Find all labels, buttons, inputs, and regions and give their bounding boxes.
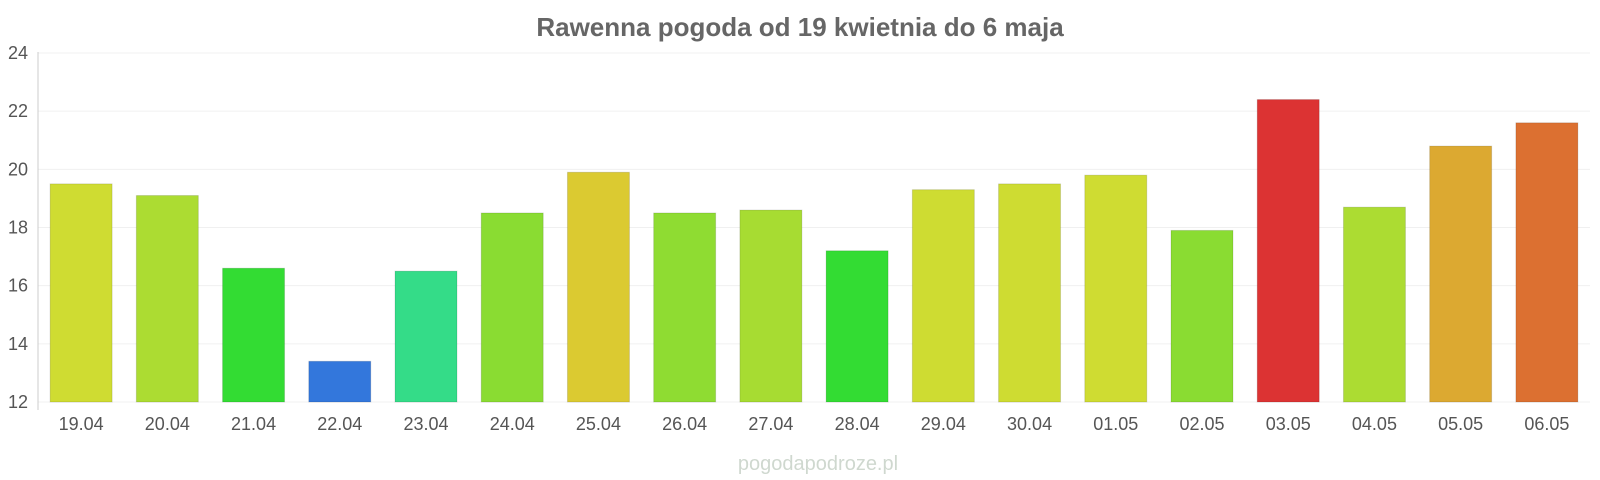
bar-03.05 <box>1256 99 1320 403</box>
x-tick-label: 06.05 <box>1524 414 1569 434</box>
bar-01.05 <box>1084 174 1148 403</box>
x-tick-label: 24.04 <box>490 414 535 434</box>
bar-24.04 <box>480 212 544 403</box>
bar-02.05 <box>1170 229 1234 403</box>
x-tick-label: 01.05 <box>1093 414 1138 434</box>
x-tick-label: 02.05 <box>1179 414 1224 434</box>
y-tick-label: 24 <box>8 43 28 63</box>
x-tick-label: 30.04 <box>1007 414 1052 434</box>
x-tick-label: 20.04 <box>145 414 190 434</box>
x-tick-label: 21.04 <box>231 414 276 434</box>
grid-lines <box>38 52 1590 403</box>
bar-29.04 <box>911 189 975 403</box>
x-tick-label: 23.04 <box>403 414 448 434</box>
bar-28.04 <box>825 250 889 403</box>
bar-20.04 <box>135 195 199 403</box>
bar-25.04 <box>566 171 630 403</box>
chart-title: Rawenna pogoda od 19 kwietnia do 6 maja <box>536 12 1064 42</box>
bar-04.05 <box>1342 206 1406 403</box>
x-tick-label: 22.04 <box>317 414 362 434</box>
y-tick-label: 18 <box>8 218 28 238</box>
bar-19.04 <box>49 183 113 403</box>
y-axis-ticks: 12 14 16 18 20 22 24 <box>8 43 28 412</box>
bar-23.04 <box>394 270 458 403</box>
bar-05.05 <box>1429 145 1493 403</box>
bar-21.04 <box>222 267 286 403</box>
bar-27.04 <box>739 209 803 403</box>
x-tick-label: 04.05 <box>1352 414 1397 434</box>
y-tick-label: 22 <box>8 101 28 121</box>
x-tick-label: 03.05 <box>1266 414 1311 434</box>
x-tick-label: 29.04 <box>921 414 966 434</box>
x-tick-label: 05.05 <box>1438 414 1483 434</box>
y-tick-label: 12 <box>8 392 28 412</box>
y-tick-label: 20 <box>8 159 28 179</box>
x-tick-label: 19.04 <box>59 414 104 434</box>
y-tick-label: 14 <box>8 334 28 354</box>
watermark-text: pogodapodroze.pl <box>738 453 898 475</box>
y-tick-label: 16 <box>8 276 28 296</box>
bar-06.05 <box>1515 122 1579 403</box>
x-tick-label: 27.04 <box>748 414 793 434</box>
x-axis-ticks: 19.04 20.04 21.04 22.04 23.04 24.04 25.04 26.04… <box>59 414 1570 434</box>
x-tick-label: 25.04 <box>576 414 621 434</box>
bars <box>49 99 1579 403</box>
x-tick-label: 28.04 <box>835 414 880 434</box>
bar-26.04 <box>653 212 717 403</box>
x-tick-label: 26.04 <box>662 414 707 434</box>
bar-22.04 <box>308 360 372 403</box>
bar-30.04 <box>998 183 1062 403</box>
